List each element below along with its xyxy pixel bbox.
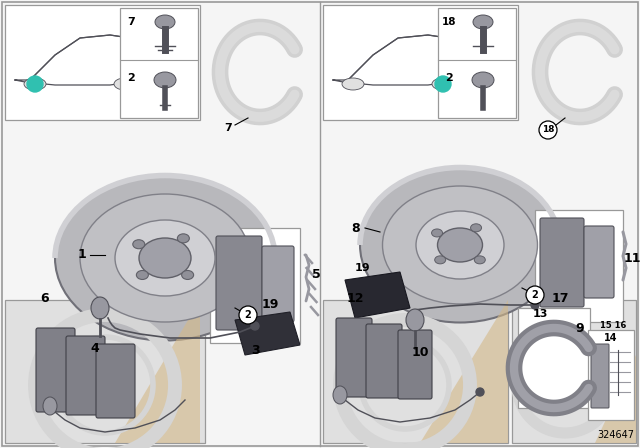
Text: 5: 5 <box>312 268 321 281</box>
Bar <box>5 5 200 120</box>
Ellipse shape <box>155 15 175 29</box>
Text: 8: 8 <box>352 221 360 234</box>
Ellipse shape <box>472 72 494 88</box>
Ellipse shape <box>431 229 443 237</box>
FancyBboxPatch shape <box>591 344 609 408</box>
Ellipse shape <box>342 78 364 90</box>
Text: 19: 19 <box>261 298 278 311</box>
Text: 14: 14 <box>604 333 618 343</box>
Text: 2: 2 <box>445 73 453 83</box>
Text: 17: 17 <box>551 292 569 305</box>
FancyBboxPatch shape <box>66 336 105 415</box>
Ellipse shape <box>383 186 538 304</box>
Text: 1: 1 <box>77 249 86 262</box>
Bar <box>535 210 623 322</box>
Polygon shape <box>420 300 508 443</box>
Polygon shape <box>115 300 200 443</box>
Circle shape <box>27 76 43 92</box>
Bar <box>588 330 634 420</box>
Polygon shape <box>235 312 300 355</box>
Circle shape <box>476 388 484 396</box>
FancyBboxPatch shape <box>96 344 135 418</box>
FancyBboxPatch shape <box>540 218 584 307</box>
Ellipse shape <box>136 271 148 280</box>
Text: 324647: 324647 <box>597 430 634 440</box>
Circle shape <box>531 301 539 309</box>
Bar <box>120 8 198 118</box>
Ellipse shape <box>182 271 194 280</box>
Text: 9: 9 <box>576 322 584 335</box>
Text: 12: 12 <box>346 292 364 305</box>
Text: 6: 6 <box>41 292 49 305</box>
Ellipse shape <box>139 238 191 278</box>
Text: 18: 18 <box>442 17 456 27</box>
Ellipse shape <box>360 168 560 323</box>
Text: 7: 7 <box>224 123 232 133</box>
Circle shape <box>435 76 451 92</box>
FancyBboxPatch shape <box>36 328 75 412</box>
Ellipse shape <box>177 234 189 243</box>
Circle shape <box>239 306 257 324</box>
Bar <box>438 8 516 118</box>
Text: 19: 19 <box>354 263 370 273</box>
Ellipse shape <box>55 176 275 340</box>
Ellipse shape <box>470 224 481 232</box>
Bar <box>5 300 205 443</box>
Ellipse shape <box>132 240 145 249</box>
Text: 10: 10 <box>412 345 429 358</box>
Bar <box>323 300 508 443</box>
Text: 2: 2 <box>244 310 252 320</box>
Ellipse shape <box>438 228 483 262</box>
Ellipse shape <box>333 386 347 404</box>
Text: 7: 7 <box>127 17 135 27</box>
Circle shape <box>526 286 544 304</box>
Text: 2: 2 <box>532 290 538 300</box>
Ellipse shape <box>43 397 57 415</box>
Text: 3: 3 <box>251 344 259 357</box>
Text: 18: 18 <box>541 125 554 134</box>
Ellipse shape <box>91 297 109 319</box>
Ellipse shape <box>474 256 485 264</box>
FancyBboxPatch shape <box>398 330 432 399</box>
FancyBboxPatch shape <box>366 324 402 398</box>
Ellipse shape <box>416 211 504 279</box>
Bar <box>210 228 300 343</box>
Text: 4: 4 <box>91 341 99 354</box>
Ellipse shape <box>115 220 215 296</box>
Ellipse shape <box>114 78 136 90</box>
Bar <box>518 308 590 408</box>
Text: 2: 2 <box>127 73 135 83</box>
FancyBboxPatch shape <box>584 226 614 298</box>
Ellipse shape <box>406 309 424 331</box>
Text: 11: 11 <box>623 251 640 264</box>
Polygon shape <box>595 355 636 443</box>
Ellipse shape <box>154 72 176 88</box>
Circle shape <box>251 322 259 330</box>
Polygon shape <box>345 272 410 318</box>
Ellipse shape <box>473 15 493 29</box>
Ellipse shape <box>435 256 445 264</box>
Text: 13: 13 <box>532 309 548 319</box>
Bar <box>512 300 636 443</box>
Bar <box>323 5 518 120</box>
Ellipse shape <box>24 78 46 90</box>
Text: 15 16: 15 16 <box>600 322 626 331</box>
Ellipse shape <box>432 78 454 90</box>
Circle shape <box>539 121 557 139</box>
FancyBboxPatch shape <box>262 246 294 322</box>
FancyBboxPatch shape <box>216 236 262 330</box>
FancyBboxPatch shape <box>336 318 372 397</box>
Ellipse shape <box>80 194 250 322</box>
